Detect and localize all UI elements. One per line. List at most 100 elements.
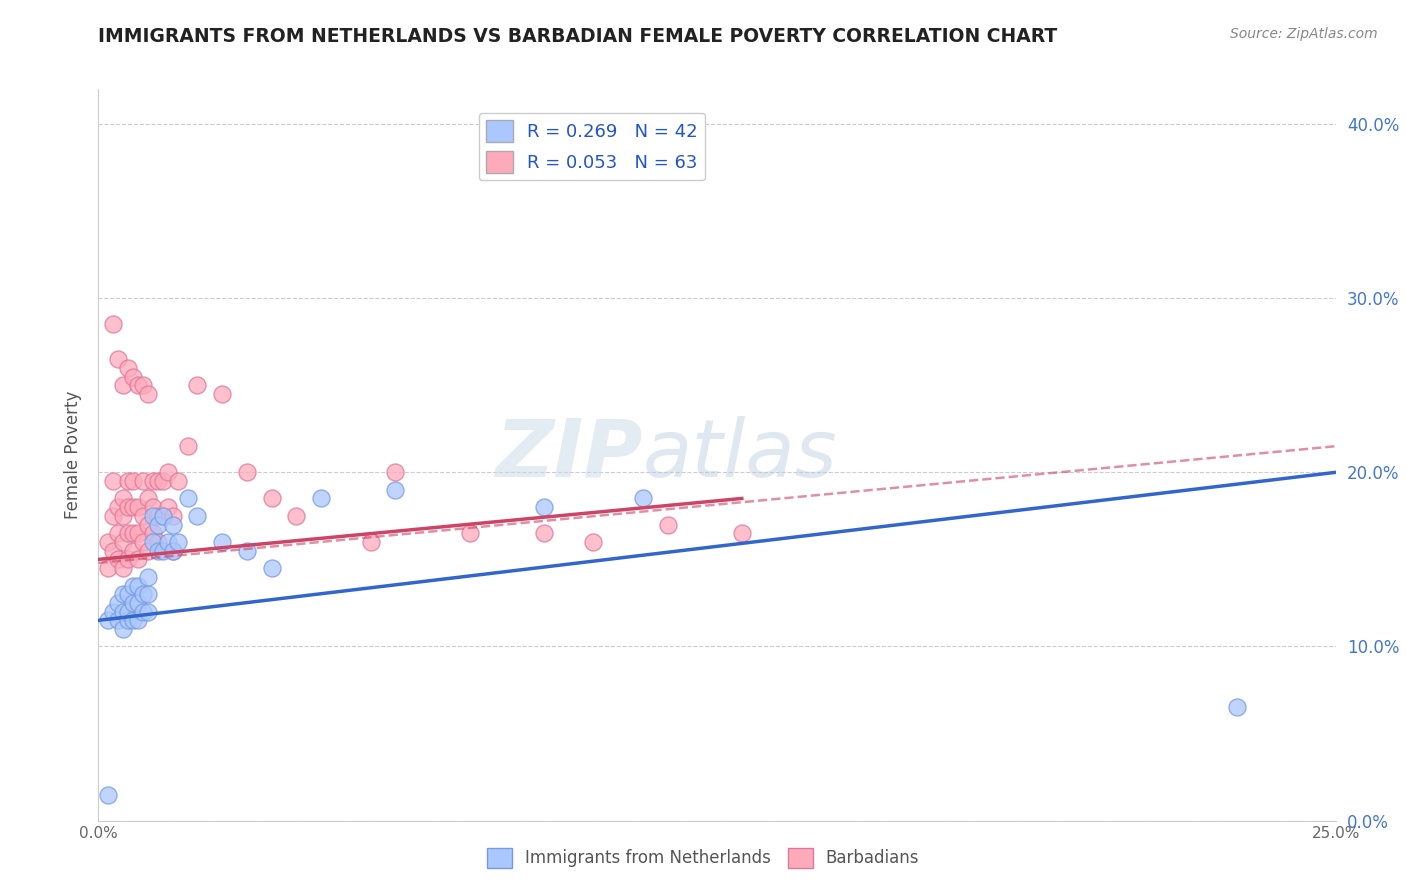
Point [127, 578, 149, 592]
Point [103, 605, 125, 619]
Point [107, 526, 129, 541]
Point [132, 587, 155, 601]
Point [142, 500, 165, 515]
Point [122, 526, 145, 541]
Point [136, 570, 159, 584]
Point [152, 474, 174, 488]
Point [122, 543, 145, 558]
Text: ZIP: ZIP [495, 416, 643, 494]
Point [122, 613, 145, 627]
Point [117, 526, 139, 541]
Point [112, 622, 135, 636]
Point [458, 526, 481, 541]
Point [162, 517, 184, 532]
Point [152, 543, 174, 558]
Point [533, 500, 555, 515]
Point [122, 596, 145, 610]
Point [97, 788, 120, 802]
Point [136, 491, 159, 506]
Legend: R = 0.269   N = 42, R = 0.053   N = 63: R = 0.269 N = 42, R = 0.053 N = 63 [478, 113, 706, 180]
Point [107, 613, 129, 627]
Point [186, 378, 208, 392]
Point [186, 508, 208, 523]
Point [142, 508, 165, 523]
Point [166, 474, 188, 488]
Point [360, 535, 382, 549]
Point [117, 500, 139, 515]
Point [112, 491, 135, 506]
Point [112, 378, 135, 392]
Point [117, 552, 139, 566]
Point [384, 483, 406, 497]
Point [107, 552, 129, 566]
Point [122, 578, 145, 592]
Point [132, 535, 155, 549]
Point [136, 587, 159, 601]
Point [97, 613, 120, 627]
Point [136, 543, 159, 558]
Point [146, 474, 169, 488]
Point [127, 526, 149, 541]
Point [127, 500, 149, 515]
Point [103, 543, 125, 558]
Point [132, 605, 155, 619]
Point [162, 508, 184, 523]
Point [122, 500, 145, 515]
Point [127, 552, 149, 566]
Point [236, 466, 259, 480]
Point [97, 535, 120, 549]
Point [117, 613, 139, 627]
Legend: Immigrants from Netherlands, Barbadians: Immigrants from Netherlands, Barbadians [479, 841, 927, 875]
Point [117, 474, 139, 488]
Point [152, 508, 174, 523]
Point [156, 466, 179, 480]
Point [127, 596, 149, 610]
Text: atlas: atlas [643, 416, 838, 494]
Point [112, 535, 135, 549]
Point [127, 378, 149, 392]
Point [107, 352, 129, 367]
Point [132, 508, 155, 523]
Point [582, 535, 605, 549]
Point [112, 605, 135, 619]
Point [236, 543, 259, 558]
Text: IMMIGRANTS FROM NETHERLANDS VS BARBADIAN FEMALE POVERTY CORRELATION CHART: IMMIGRANTS FROM NETHERLANDS VS BARBADIAN… [98, 27, 1057, 45]
Point [285, 508, 308, 523]
Point [146, 535, 169, 549]
Point [152, 508, 174, 523]
Point [112, 561, 135, 575]
Point [103, 474, 125, 488]
Point [1226, 700, 1249, 714]
Point [142, 526, 165, 541]
Point [260, 561, 283, 575]
Y-axis label: Female Poverty: Female Poverty [65, 391, 83, 519]
Point [657, 517, 679, 532]
Point [162, 543, 184, 558]
Point [384, 466, 406, 480]
Point [176, 439, 198, 453]
Point [533, 526, 555, 541]
Point [731, 526, 754, 541]
Point [176, 491, 198, 506]
Point [146, 517, 169, 532]
Point [631, 491, 654, 506]
Point [107, 596, 129, 610]
Point [146, 543, 169, 558]
Text: Source: ZipAtlas.com: Source: ZipAtlas.com [1230, 27, 1378, 41]
Point [142, 535, 165, 549]
Point [142, 474, 165, 488]
Point [127, 613, 149, 627]
Point [309, 491, 332, 506]
Point [122, 369, 145, 384]
Point [156, 500, 179, 515]
Point [122, 474, 145, 488]
Point [260, 491, 283, 506]
Point [156, 535, 179, 549]
Point [136, 517, 159, 532]
Point [211, 535, 233, 549]
Point [166, 535, 188, 549]
Point [136, 387, 159, 401]
Point [136, 605, 159, 619]
Point [146, 508, 169, 523]
Point [162, 543, 184, 558]
